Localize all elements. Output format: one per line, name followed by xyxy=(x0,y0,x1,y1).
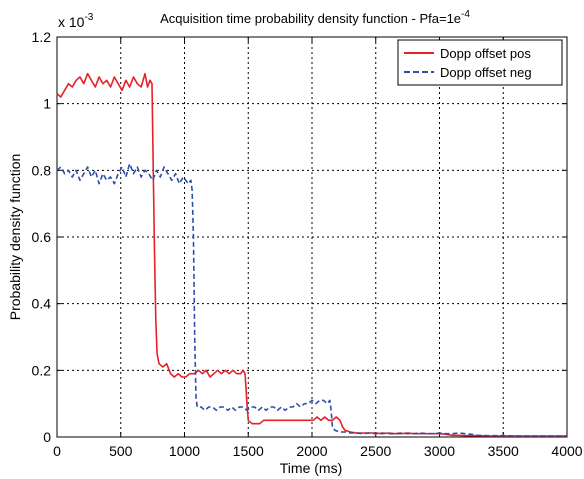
legend-label-dopp-offset-neg: Dopp offset neg xyxy=(440,65,532,80)
y-multiplier-base: x 10 xyxy=(58,14,85,30)
x-tick-label: 3000 xyxy=(424,443,455,459)
data-series xyxy=(56,72,567,437)
x-tick-label: 4000 xyxy=(551,443,582,459)
y-tick-labels: 0 0.2 0.4 0.6 0.8 1 1.2 xyxy=(32,29,52,445)
y-tick-label: 0.2 xyxy=(32,362,52,378)
x-tick-label: 500 xyxy=(109,443,133,459)
legend-box xyxy=(397,39,563,86)
y-tick-label: 0.8 xyxy=(32,162,52,178)
x-axis-label: Time (ms) xyxy=(280,460,342,476)
y-tick-label: 1.2 xyxy=(32,29,52,45)
legend-label-dopp-offset-pos: Dopp offset pos xyxy=(440,46,531,61)
series-line-dopp-offset-neg xyxy=(56,162,567,437)
x-tick-label: 1500 xyxy=(233,443,264,459)
x-tick-labels: 0 500 1000 1500 2000 2500 3000 3500 4000 xyxy=(53,443,583,459)
axis-ticks xyxy=(56,36,568,438)
y-tick-label: 0.4 xyxy=(32,296,52,312)
x-tick-label: 2000 xyxy=(296,443,327,459)
y-tick-label: 0 xyxy=(43,429,51,445)
legend: Dopp offset pos Dopp offset neg xyxy=(397,39,563,86)
chart-title-main: Acquisition time probability density fun… xyxy=(160,11,461,26)
x-tick-label: 1000 xyxy=(169,443,200,459)
x-tick-label: 2500 xyxy=(360,443,391,459)
y-axis-multiplier: x 10-3 xyxy=(58,12,94,30)
y-tick-label: 1 xyxy=(43,96,51,112)
chart-title-exponent: -4 xyxy=(461,9,470,20)
chart-title: Acquisition time probability density fun… xyxy=(160,9,470,26)
x-tick-label: 3500 xyxy=(488,443,519,459)
x-tick-label: 0 xyxy=(53,443,61,459)
y-multiplier-exponent: -3 xyxy=(84,12,93,23)
y-axis-label: Probability density function xyxy=(7,154,23,321)
grid xyxy=(57,37,567,437)
y-tick-label: 0.6 xyxy=(32,229,52,245)
